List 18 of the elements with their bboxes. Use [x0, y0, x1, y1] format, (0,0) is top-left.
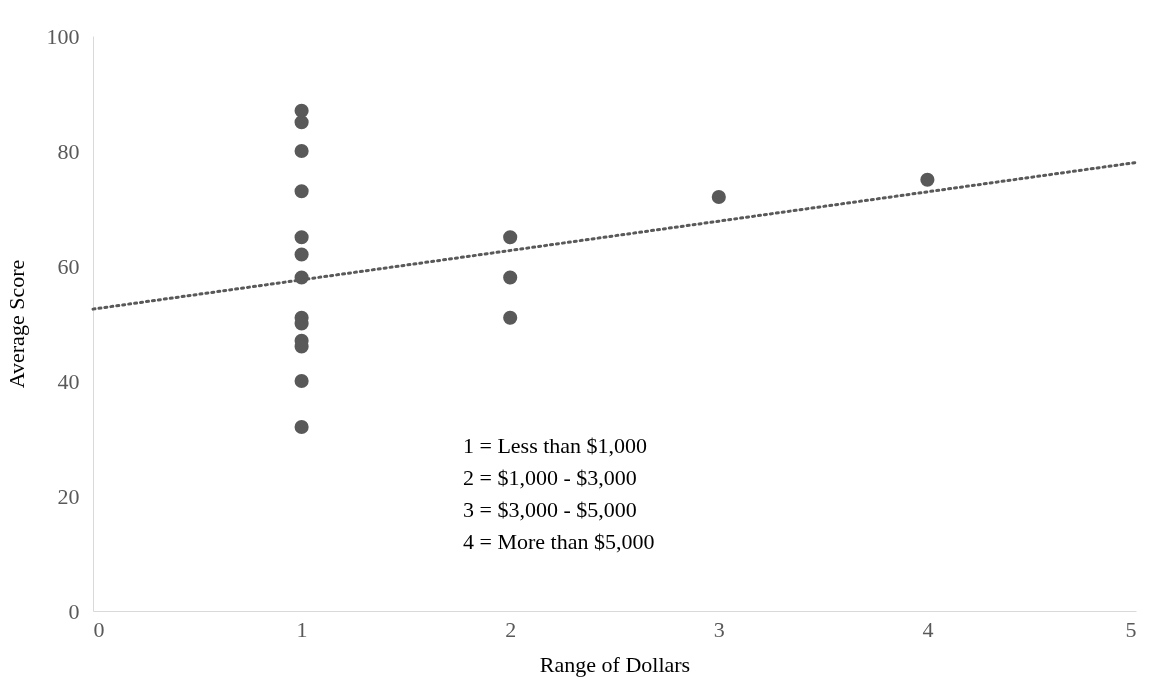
- x-tick-label: 5: [1125, 616, 1137, 642]
- y-axis-title: Average Score: [3, 259, 29, 389]
- x-tick-label: 1: [296, 616, 308, 642]
- x-tick-label: 2: [505, 616, 517, 642]
- y-tick-label: 100: [46, 23, 80, 49]
- x-axis-title: Range of Dollars: [539, 651, 691, 677]
- x-tick-label: 0: [93, 616, 105, 642]
- y-tick-label: 80: [57, 138, 80, 164]
- annotation: 4 = More than $5,000: [463, 529, 655, 554]
- annotation: 1 = Less than $1,000: [463, 433, 648, 458]
- annotation: 2 = $1,000 - $3,000: [463, 465, 637, 490]
- y-tick-label: 60: [57, 253, 80, 279]
- y-tick-label: 20: [57, 483, 80, 509]
- x-tick-label: 4: [922, 616, 934, 642]
- annotation: 3 = $3,000 - $5,000: [463, 497, 637, 522]
- y-tick-label: 40: [57, 368, 80, 394]
- y-tick-label: 0: [68, 598, 80, 624]
- x-tick-label: 3: [713, 616, 725, 642]
